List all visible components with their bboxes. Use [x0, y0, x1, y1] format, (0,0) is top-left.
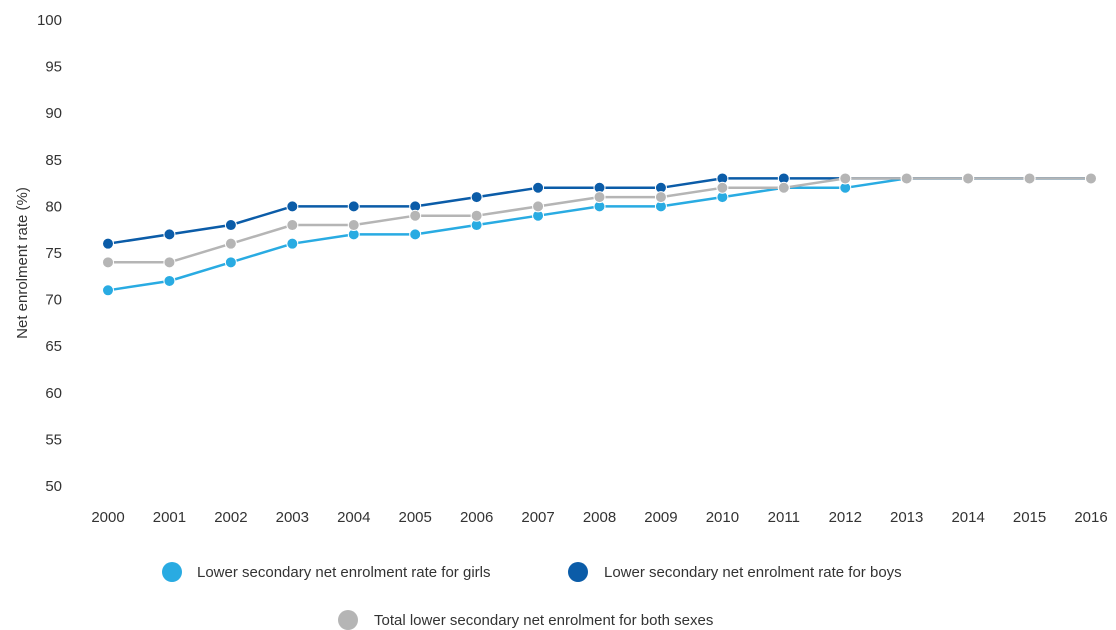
- y-tick-label: 65: [45, 338, 62, 355]
- x-tick-label: 2002: [214, 509, 247, 526]
- y-tick-label: 60: [45, 385, 62, 402]
- series-points: [102, 172, 1097, 297]
- data-point-total[interactable]: [839, 172, 852, 185]
- data-point-total[interactable]: [470, 209, 483, 222]
- data-point-girls[interactable]: [409, 228, 422, 241]
- data-point-total[interactable]: [286, 219, 299, 232]
- y-tick-label: 100: [37, 12, 62, 29]
- y-axis: 50 55 60 65 70 75 80 85 90 95 100: [37, 12, 62, 495]
- data-point-boys[interactable]: [163, 228, 176, 241]
- x-tick-label: 2015: [1013, 509, 1046, 526]
- data-point-total[interactable]: [900, 172, 913, 185]
- x-tick-label: 2005: [399, 509, 432, 526]
- x-tick-label: 2003: [276, 509, 309, 526]
- legend-item-total[interactable]: Total lower secondary net enrolment for …: [338, 610, 713, 630]
- y-tick-label: 75: [45, 245, 62, 262]
- data-point-total[interactable]: [347, 219, 360, 232]
- x-tick-label: 2013: [890, 509, 923, 526]
- legend-item-boys[interactable]: Lower secondary net enrolment rate for b…: [568, 562, 902, 582]
- y-tick-label: 70: [45, 292, 62, 309]
- data-point-total[interactable]: [409, 209, 422, 222]
- data-point-total[interactable]: [716, 181, 729, 194]
- data-point-boys[interactable]: [224, 219, 237, 232]
- x-tick-label: 2010: [706, 509, 739, 526]
- x-tick-label: 2006: [460, 509, 493, 526]
- data-point-boys[interactable]: [470, 191, 483, 204]
- data-point-total[interactable]: [102, 256, 114, 269]
- x-tick-label: 2008: [583, 509, 616, 526]
- x-tick-label: 2012: [829, 509, 862, 526]
- y-tick-label: 85: [45, 152, 62, 169]
- x-tick-label: 2004: [337, 509, 370, 526]
- y-tick-label: 95: [45, 59, 62, 76]
- legend-label-girls: Lower secondary net enrolment rate for g…: [197, 564, 490, 581]
- x-tick-label: 2014: [951, 509, 984, 526]
- y-tick-label: 50: [45, 478, 62, 495]
- legend-swatch-boys: [568, 562, 588, 582]
- data-point-boys[interactable]: [532, 181, 545, 194]
- data-point-total[interactable]: [532, 200, 545, 213]
- x-axis: 2000 2001 2002 2003 2004 2005 2006 2007 2008 2009…: [91, 509, 1107, 526]
- data-point-girls[interactable]: [286, 237, 299, 250]
- y-tick-label: 90: [45, 105, 62, 122]
- x-tick-label: 2011: [768, 509, 800, 526]
- data-point-total[interactable]: [1023, 172, 1036, 185]
- data-point-total[interactable]: [1085, 172, 1097, 185]
- x-tick-label: 2001: [153, 509, 186, 526]
- x-tick-label: 2007: [521, 509, 554, 526]
- data-point-total[interactable]: [163, 256, 176, 269]
- data-point-total[interactable]: [593, 191, 606, 204]
- data-point-girls[interactable]: [163, 274, 176, 287]
- legend-swatch-total: [338, 610, 358, 630]
- legend-item-girls[interactable]: Lower secondary net enrolment rate for g…: [162, 562, 490, 582]
- data-point-total[interactable]: [224, 237, 237, 250]
- legend: Lower secondary net enrolment rate for g…: [162, 562, 902, 630]
- data-point-boys[interactable]: [286, 200, 299, 213]
- data-point-total[interactable]: [654, 191, 667, 204]
- legend-label-total: Total lower secondary net enrolment for …: [374, 612, 713, 629]
- y-axis-title: Net enrolment rate (%): [14, 187, 31, 339]
- y-tick-label: 55: [45, 431, 62, 448]
- data-point-girls[interactable]: [224, 256, 237, 269]
- y-tick-label: 80: [45, 198, 62, 215]
- legend-label-boys: Lower secondary net enrolment rate for b…: [604, 564, 902, 581]
- data-point-boys[interactable]: [102, 237, 114, 250]
- x-tick-label: 2009: [644, 509, 677, 526]
- data-point-girls[interactable]: [102, 284, 114, 297]
- data-point-total[interactable]: [962, 172, 975, 185]
- x-tick-label: 2016: [1074, 509, 1107, 526]
- data-point-total[interactable]: [777, 181, 790, 194]
- data-point-boys[interactable]: [347, 200, 360, 213]
- x-tick-label: 2000: [91, 509, 124, 526]
- legend-swatch-girls: [162, 562, 182, 582]
